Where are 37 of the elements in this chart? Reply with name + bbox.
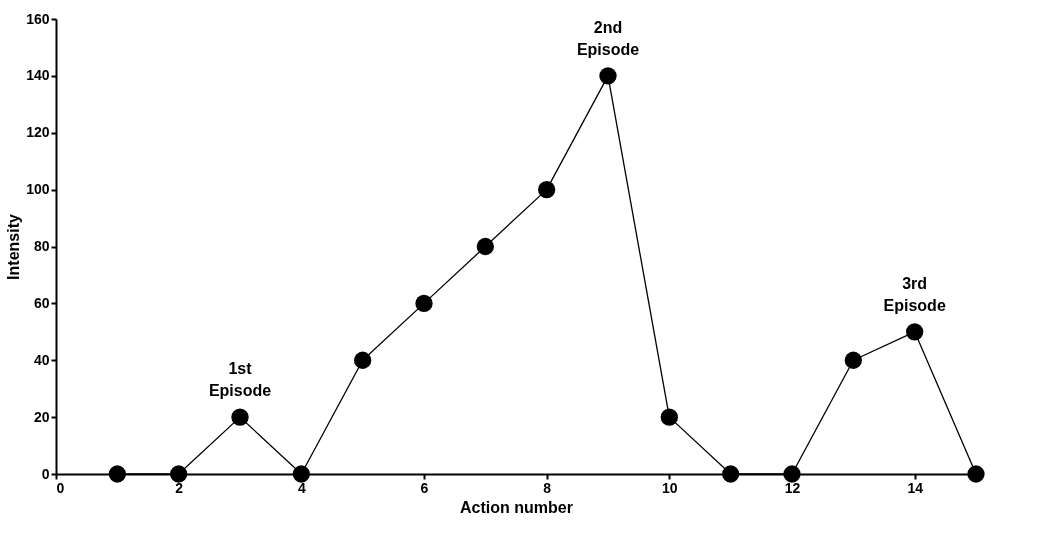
point xyxy=(476,237,494,256)
point xyxy=(660,408,678,426)
point xyxy=(354,351,372,369)
y-tick-label: 160 xyxy=(26,10,50,27)
annotation: 3rd Episode xyxy=(883,274,946,314)
y-tick-label: 80 xyxy=(33,238,50,254)
annotation: 2nd Episode xyxy=(576,18,640,58)
x-tick-label: 2 xyxy=(175,479,184,496)
point xyxy=(292,465,310,483)
y-tick-label: 100 xyxy=(26,181,50,198)
point xyxy=(967,465,985,483)
y-tick-label: 0 xyxy=(41,465,50,482)
y-tick-label: 40 xyxy=(33,351,50,368)
y-tick-label: 140 xyxy=(26,67,50,84)
x-tick-label: 6 xyxy=(420,479,429,496)
x-tick-label: 4 xyxy=(297,479,306,496)
y-tick-label: 60 xyxy=(33,294,50,311)
x-tick-label: 0 xyxy=(56,479,65,496)
point xyxy=(599,67,617,85)
y-axis-title: Intensity xyxy=(5,214,23,280)
point xyxy=(231,408,249,426)
x-tick-label: 12 xyxy=(784,479,801,496)
point xyxy=(538,180,556,199)
point xyxy=(844,351,862,369)
point xyxy=(906,323,924,341)
annotation: 1st Episode xyxy=(208,360,272,400)
x-tick-label: 14 xyxy=(907,479,924,496)
x-tick-label: 10 xyxy=(662,479,678,496)
point xyxy=(783,465,801,483)
point xyxy=(722,465,740,483)
point xyxy=(415,294,433,313)
x-axis-title: Action number xyxy=(460,498,573,516)
x-tick-label: 8 xyxy=(543,479,552,496)
y-tick-label: 20 xyxy=(33,408,50,425)
point xyxy=(108,465,126,483)
y-tick-label: 120 xyxy=(26,124,50,141)
point xyxy=(170,465,188,483)
